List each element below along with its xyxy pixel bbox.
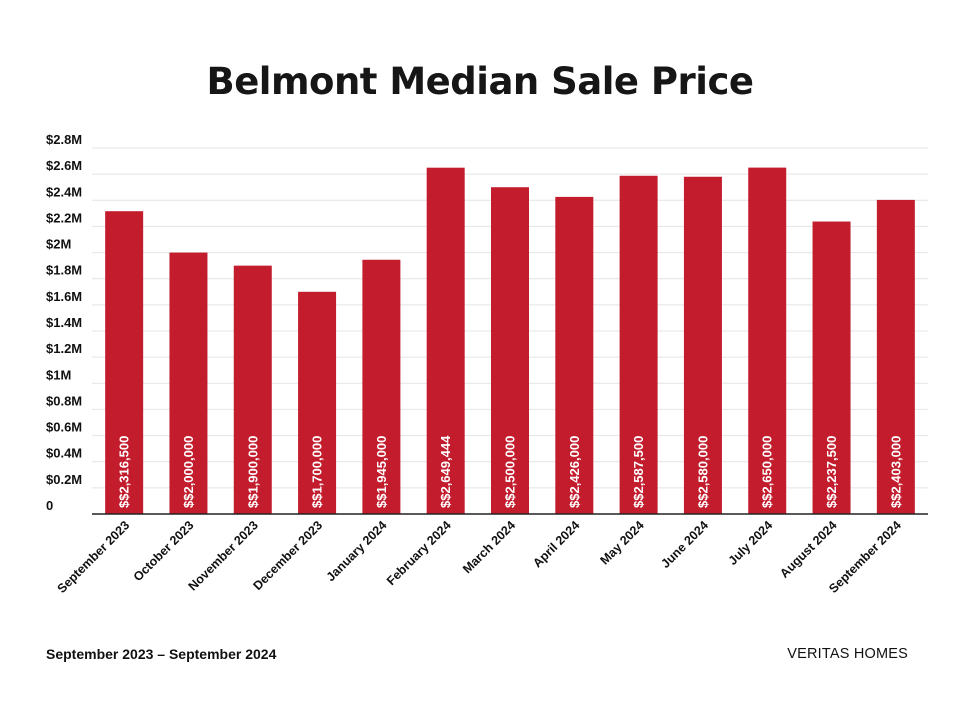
x-tick-label: July 2024 [726,518,776,568]
bar-data-label: $$1,945,000 [374,436,389,508]
bar [169,252,208,515]
bar-data-label: $$2,580,000 [695,436,710,508]
y-tick-label: $2.2M [46,210,82,225]
bar-data-label: $$1,700,000 [310,436,325,508]
y-tick-label: $0.4M [46,446,82,461]
y-tick-label: $2.4M [46,184,82,199]
x-tick-label: October 2023 [131,518,197,584]
bar-data-label: $$2,000,000 [181,436,196,508]
bar [555,196,594,514]
bar-data-label: $$2,500,000 [503,436,518,508]
bar-data-label: $$2,650,000 [760,436,775,508]
x-tick-label: September 2023 [55,518,133,596]
y-tick-label: $0.2M [46,472,82,487]
bar-data-label: $$2,237,500 [824,436,839,508]
y-tick-label: $0.8M [46,393,82,408]
bar-data-label: $$2,649,444 [438,435,453,508]
chart-title: Belmont Median Sale Price [206,60,754,103]
bar [426,167,465,515]
bar [105,211,144,514]
x-tick-label: August 2024 [777,518,839,580]
bar [233,265,272,514]
bar-data-label: $$2,403,000 [888,436,903,508]
y-tick-label: $1.8M [46,263,82,278]
bar [491,187,529,514]
y-tick-label: $0.6M [46,420,82,435]
bar [876,199,915,515]
bar [683,176,722,514]
x-tick-label: April 2024 [530,518,582,570]
x-tick-label: May 2024 [598,518,647,567]
y-tick-label: $1M [46,367,71,382]
y-tick-label: $2.8M [46,132,82,147]
date-range-caption: September 2023 – September 2024 [46,646,277,662]
bar-data-label: $$1,900,000 [245,436,260,508]
x-tick-label: January 2024 [324,518,390,584]
brand-name: VERITAS HOMES [787,646,908,662]
bar-data-label: $$2,316,500 [117,436,132,508]
y-tick-label: $2M [46,237,71,252]
y-tick-label: $1.4M [46,315,82,330]
bar [619,175,658,514]
x-tick-label: December 2023 [250,518,325,593]
bar [298,291,337,514]
x-tick-label: March 2024 [460,518,518,576]
x-tick-label: February 2024 [384,518,454,588]
bars: $$2,316,500 $$2,000,000 $$1,900,000 $$1,700… [105,167,915,515]
x-tick-label: June 2024 [658,518,711,571]
x-tick-label: November 2023 [186,518,261,593]
bar [748,167,787,514]
y-tick-label: 0 [46,498,53,513]
bar-data-label: $$2,426,000 [567,436,582,508]
y-tick-label: $2.6M [46,158,82,173]
bar [362,259,401,514]
y-tick-label: $1.2M [46,341,82,356]
y-axis-ticks: 0 $0.2M $0.4M $0.6M $0.8M $1M $1.2M $1.4M $1.6M $… [46,132,82,513]
bar [812,221,851,514]
bar-data-label: $$2,587,500 [631,436,646,508]
y-tick-label: $1.6M [46,289,82,304]
